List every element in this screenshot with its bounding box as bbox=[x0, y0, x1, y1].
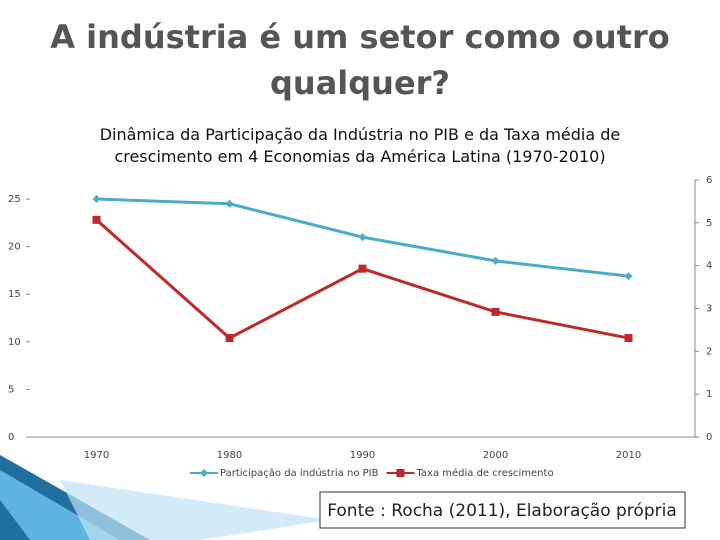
marker bbox=[358, 233, 367, 242]
x-tick-label: 2000 bbox=[483, 450, 508, 461]
chart-title: Dinâmica da Participação da Indústria no… bbox=[100, 125, 621, 144]
x-tick-label: 2010 bbox=[616, 450, 641, 461]
x-tick-label: 1980 bbox=[217, 450, 242, 461]
y-tick-label: 20 bbox=[8, 242, 21, 253]
y-tick-label: 5 bbox=[8, 384, 14, 395]
marker bbox=[624, 334, 633, 343]
marker bbox=[225, 334, 234, 343]
marker bbox=[200, 469, 208, 477]
marker bbox=[92, 195, 101, 204]
marker bbox=[491, 256, 500, 265]
marker bbox=[396, 469, 405, 477]
y-tick-label: 0 bbox=[8, 432, 14, 443]
chart-title: crescimento em 4 Economias da América La… bbox=[114, 147, 605, 166]
marker bbox=[225, 199, 234, 208]
x-tick-label: 1990 bbox=[350, 450, 375, 461]
slide-title-1: A indústria é um setor como outro bbox=[50, 18, 669, 56]
y2-tick-label: 2 bbox=[706, 346, 712, 357]
x-tick-label: 1970 bbox=[84, 450, 109, 461]
y2-tick-label: 4 bbox=[706, 261, 712, 272]
marker bbox=[491, 307, 500, 316]
legend-label: Participação da indústria no PIB bbox=[220, 467, 379, 479]
source-box bbox=[319, 491, 686, 529]
source: Fonte : Rocha (2011), Elaboração própria bbox=[327, 501, 677, 521]
decoration bbox=[60, 480, 330, 540]
y2-tick-label: 5 bbox=[706, 218, 712, 229]
legend-label: Taxa média de crescimento bbox=[415, 467, 553, 479]
y2-tick-label: 1 bbox=[706, 389, 712, 400]
y2-tick-label: 3 bbox=[706, 304, 712, 315]
marker bbox=[92, 215, 101, 224]
y-tick-label: 25 bbox=[8, 194, 21, 205]
marker bbox=[624, 272, 633, 281]
y2-tick-label: 6 bbox=[706, 175, 712, 186]
y2-tick-label: 0 bbox=[706, 432, 712, 443]
marker bbox=[358, 264, 367, 273]
y-tick-label: 15 bbox=[8, 289, 21, 300]
y-tick-label: 10 bbox=[8, 337, 21, 348]
slide-title-2: qualquer? bbox=[270, 64, 450, 102]
